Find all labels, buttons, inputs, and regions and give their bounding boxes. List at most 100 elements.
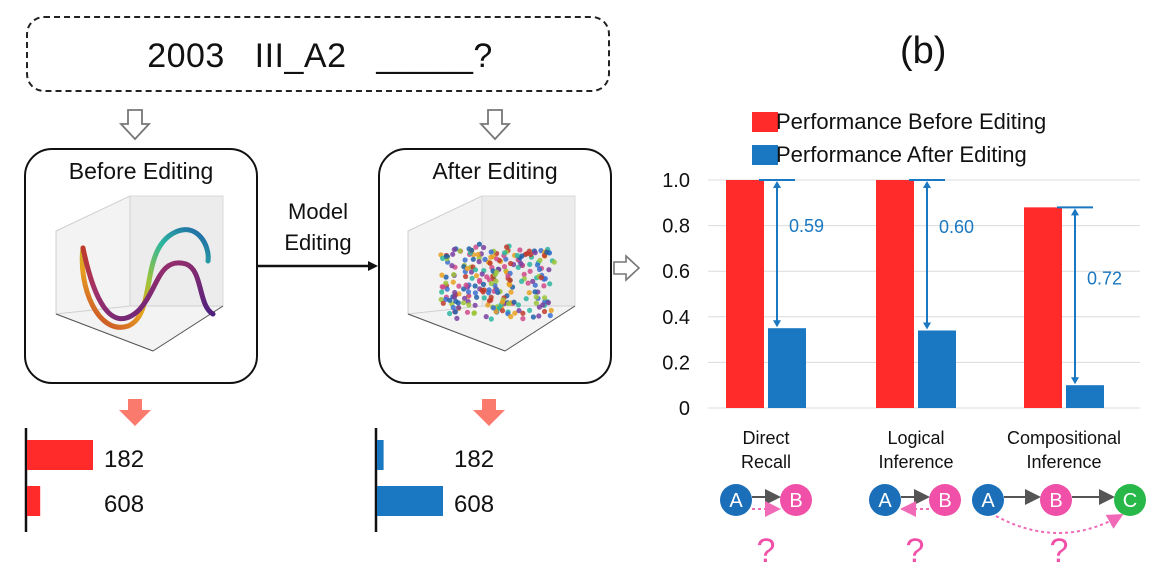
query-arrow: [995, 514, 1124, 534]
model-editing-line2: Editing: [284, 230, 352, 255]
bar-after: [768, 328, 806, 408]
scatter-dot: [469, 275, 475, 281]
scatter-dot: [464, 265, 470, 272]
scatter-dot: [477, 279, 483, 285]
scatter-dot: [463, 273, 469, 280]
right-arrow-icon: [258, 261, 378, 271]
mini-bar: [377, 440, 384, 470]
scatter-dot: [516, 308, 522, 314]
y-tick-label: 1.0: [662, 170, 690, 192]
entity-node: [972, 484, 1004, 516]
prompt-text: 2003 III_A2 _____?: [147, 36, 493, 75]
scatter-dot: [443, 274, 449, 280]
entity-label: A: [981, 490, 995, 512]
scatter-dot: [468, 269, 475, 275]
scatter-dot: [507, 277, 513, 283]
scatter-dot: [515, 264, 521, 270]
scatter-dot: [551, 259, 557, 265]
scatter-dot: [475, 251, 481, 258]
drop-arrowhead: [1071, 208, 1079, 216]
scatter-dot: [506, 301, 512, 307]
scatter-dot: [449, 263, 455, 269]
y-tick-label: 0.2: [662, 352, 690, 374]
scatter-dot: [532, 289, 538, 295]
mini-bar-label: 608: [104, 491, 145, 518]
scatter-dot: [486, 287, 492, 293]
scatter-dot: [443, 280, 449, 286]
x-tick-label: Logical: [887, 428, 944, 448]
y-tick-label: 0: [679, 398, 690, 420]
scatter-dot: [530, 314, 536, 320]
scatter-dot: [463, 282, 469, 288]
scatter-dot: [484, 274, 490, 280]
entity-label: A: [729, 490, 743, 512]
scatter-dot: [526, 290, 532, 296]
mini-bar: [27, 440, 93, 470]
scatter-dot: [476, 259, 482, 265]
scatter-dot: [536, 266, 543, 272]
scatter-dot: [447, 297, 453, 303]
scatter-dot: [527, 261, 533, 267]
drop-arrowhead: [773, 181, 781, 188]
scatter-dot: [490, 305, 496, 311]
drop-value-label: 0.59: [789, 216, 824, 236]
scatter-dot: [452, 309, 458, 315]
prompt-box: 2003 III_A2 _____?: [26, 16, 610, 92]
scatter-dot: [504, 244, 510, 250]
scatter-dot: [534, 262, 541, 268]
mini-bar-label: 182: [104, 446, 145, 473]
scatter-dot: [507, 282, 513, 288]
scatter-dot: [523, 296, 529, 302]
bar-before: [1024, 207, 1062, 408]
scatter-dot: [472, 290, 478, 296]
scatter-dot: [480, 289, 486, 295]
scatter-dot: [530, 278, 536, 284]
scatter-dot: [462, 257, 468, 263]
scatter-dot: [511, 299, 517, 305]
scatter-dot: [519, 253, 525, 259]
scatter-dot: [461, 286, 467, 292]
scatter-dot: [469, 247, 475, 253]
entity-node: [929, 484, 961, 516]
scatter-dot: [474, 294, 480, 300]
scatter-dot: [547, 312, 553, 319]
scatter-dot: [494, 256, 500, 262]
scatter-dot: [479, 271, 485, 277]
drop-value-label: 0.72: [1087, 268, 1122, 288]
legend-swatch-before: [752, 112, 778, 132]
scatter-dot: [440, 284, 446, 290]
scatter-dot: [452, 289, 458, 296]
scatter-dot: [528, 251, 534, 258]
scatter-dot: [494, 269, 500, 275]
scatter-dot: [517, 247, 523, 253]
down-arrow-icon: [473, 399, 505, 426]
entity-node: [1040, 484, 1072, 516]
scatter-dot: [471, 310, 477, 316]
scatter-dot: [508, 314, 514, 320]
scatter-dot: [546, 267, 552, 273]
x-tick-label: Compositional: [1007, 428, 1121, 448]
scatter-dot: [460, 300, 467, 306]
scatter-dot: [450, 279, 456, 285]
scatter-dot: [464, 309, 471, 315]
scatter-dot: [501, 264, 508, 270]
bar-before: [876, 180, 914, 408]
entity-label: C: [1123, 490, 1137, 512]
scatter-dot: [451, 294, 457, 300]
scatter-dot: [493, 309, 499, 315]
scatter-dot: [544, 249, 550, 255]
scatter-dot: [488, 280, 494, 287]
scatter-dot: [481, 244, 487, 251]
relation-diagrams: A B? A B? A B C?: [720, 484, 1146, 570]
scatter-dot: [547, 281, 553, 287]
scatter-dot: [515, 302, 521, 308]
scatter-dots: [438, 241, 557, 322]
scatter-dot: [532, 282, 538, 288]
scatter-dot: [457, 248, 463, 254]
scatter-dot: [472, 283, 478, 289]
before-editing-panel: Before Editing: [24, 148, 258, 384]
scatter-dot: [520, 316, 526, 322]
scatter-dot: [486, 298, 492, 304]
entity-label: B: [938, 490, 951, 512]
scatter-dot: [465, 289, 472, 295]
